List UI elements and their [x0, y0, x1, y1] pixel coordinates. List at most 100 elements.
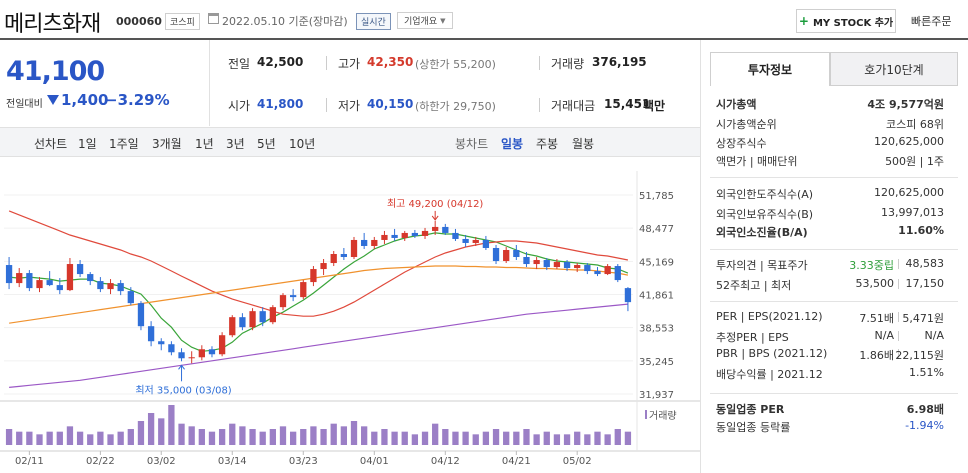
candle-body — [239, 317, 246, 328]
candle-body — [503, 249, 510, 262]
volume-bar — [594, 431, 601, 445]
volume-bar — [36, 434, 43, 445]
candle-body — [432, 226, 439, 231]
volume-bar — [614, 429, 621, 445]
volume-bar — [543, 431, 550, 445]
candle-body — [289, 295, 297, 298]
volume-bar — [381, 429, 388, 445]
panel-row-value-1: 7.51배 — [859, 312, 894, 325]
volume-bar — [229, 423, 236, 445]
candle-body — [411, 232, 419, 236]
volume-legend-label: 거래량 — [649, 410, 677, 422]
volume-bar — [563, 434, 571, 445]
candle-body — [5, 265, 13, 284]
price-chart[interactable]: 51,785 48,477 45,169 41,861 38,553 35,245 31,9… — [0, 157, 700, 473]
panel-row-label: 52주최고 | 최저 — [716, 279, 792, 292]
candle-body — [350, 239, 358, 258]
candle-monthly[interactable]: 월봉 — [572, 137, 595, 151]
y-tick-label: 51,785 — [639, 191, 674, 202]
volume-value: 376,195 — [592, 55, 647, 69]
panel-divider — [710, 301, 958, 302]
volume-bar — [361, 426, 368, 445]
volume-bar — [5, 429, 13, 445]
candle-body — [87, 274, 94, 282]
panel-row-value: 500원 | 1주 — [885, 155, 944, 168]
period-3y[interactable]: 3년 — [226, 137, 245, 151]
panel-divider — [710, 393, 958, 394]
volume-bar — [66, 426, 74, 445]
volume-bar — [340, 426, 348, 445]
open-label: 시가 — [228, 99, 251, 113]
tab-orderbook-10[interactable]: 호가10단계 — [830, 52, 958, 86]
amount-unit: 백만 — [643, 99, 666, 113]
candle-body — [482, 239, 490, 248]
amount-value: 15,451 — [604, 97, 651, 111]
x-tick-label: 03/23 — [289, 456, 318, 467]
panel-row-value: 11.60% — [898, 224, 944, 237]
volume-bar — [127, 429, 134, 445]
candle-body — [249, 311, 256, 328]
candle-body — [523, 257, 530, 265]
min-arrow-head — [178, 364, 185, 370]
candle-body — [563, 262, 571, 269]
candle-body — [584, 265, 591, 272]
candle-body — [330, 254, 337, 264]
divider — [326, 98, 327, 112]
divider — [898, 259, 899, 269]
add-my-stock-button[interactable]: + MY STOCK 추가 — [796, 9, 896, 33]
volume-bar — [26, 431, 33, 445]
period-1d[interactable]: 1일 — [78, 137, 97, 151]
prev-close-value: 42,500 — [257, 55, 304, 69]
calendar-icon — [208, 13, 219, 24]
period-10y[interactable]: 10년 — [289, 137, 316, 151]
volume-bar — [421, 431, 429, 445]
divider — [898, 349, 899, 359]
chevron-down-icon: ▼ — [440, 16, 446, 25]
period-1w[interactable]: 1주일 — [109, 137, 139, 151]
realtime-button[interactable]: 실시간 — [356, 13, 391, 30]
candle-body — [178, 352, 185, 359]
high-label: 고가 — [338, 57, 361, 71]
candle-body — [574, 265, 581, 269]
volume-bar — [391, 431, 398, 445]
period-1y[interactable]: 1년 — [195, 137, 214, 151]
candle-body — [117, 283, 124, 292]
change-label: 전일대비 — [6, 99, 43, 110]
amount-label: 거래대금 — [551, 99, 596, 113]
volume-bar — [289, 431, 297, 445]
quick-order-link[interactable]: 빠른주문 — [911, 15, 952, 28]
tab-investment-info[interactable]: 투자정보 — [710, 52, 830, 86]
panel-row-value: -1.94% — [905, 419, 944, 432]
candle-body — [472, 239, 479, 243]
candle-body — [442, 226, 449, 233]
panel-row-label: 추정PER | EPS — [716, 331, 789, 344]
period-5y[interactable]: 5년 — [257, 137, 276, 151]
volume-bar — [16, 431, 23, 445]
panel-row-value: 120,625,000 — [874, 186, 944, 199]
volume-bar — [218, 429, 226, 445]
volume-bar — [604, 434, 611, 445]
candle-body — [147, 326, 155, 342]
candle-body — [401, 232, 408, 238]
panel-row-label: PBR | BPS (2021.12) — [716, 347, 828, 360]
volume-bar — [97, 431, 104, 445]
candle-daily[interactable]: 일봉 — [501, 137, 524, 151]
candle-body — [320, 263, 327, 270]
y-tick-label: 35,245 — [639, 357, 674, 368]
volume-bar — [513, 431, 520, 445]
volume-bar — [350, 421, 358, 445]
volume-bar — [87, 434, 94, 445]
divider — [539, 56, 540, 70]
company-info-dropdown[interactable]: 기업개요 ▼ — [397, 12, 453, 29]
period-3m[interactable]: 3개월 — [152, 137, 182, 151]
candle-body — [107, 283, 114, 290]
volume-bar — [198, 429, 205, 445]
candle-weekly[interactable]: 주봉 — [536, 137, 559, 151]
candle-body — [259, 311, 266, 323]
volume-bar — [147, 413, 155, 445]
chart-range-bar — [0, 127, 700, 157]
panel-row-label: 액면가 | 매매단위 — [716, 155, 798, 168]
panel-row-label: 외국인한도주식수(A) — [716, 188, 814, 201]
candle-body — [624, 288, 632, 303]
candle-body — [452, 232, 459, 239]
